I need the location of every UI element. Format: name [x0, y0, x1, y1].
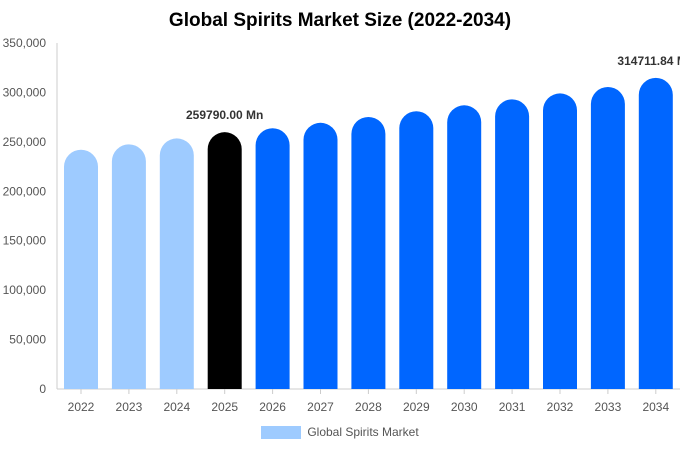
bar-2030[interactable] [447, 105, 482, 389]
y-tick-label: 200,000 [3, 184, 47, 198]
bar-2023[interactable] [111, 144, 146, 389]
y-tick-label: 0 [39, 382, 46, 396]
y-axis: 0 50,000 100,000 150,000 200,000 250,000 300,0… [3, 36, 58, 396]
y-tick-label: 300,000 [3, 85, 47, 99]
x-tick-label: 2029 [403, 400, 430, 414]
bar-2032[interactable] [543, 93, 577, 389]
legend[interactable]: Global Spirits Market [0, 424, 680, 440]
y-tick-label: 50,000 [9, 333, 46, 347]
x-tick-label: 2030 [451, 400, 478, 414]
x-tick-label: 2024 [163, 400, 190, 414]
x-tick-label: 2026 [259, 400, 286, 414]
x-axis: 2022 2023 2024 2025 2026 2027 2028 2029 2030 2031… [57, 388, 680, 414]
bar-2033[interactable] [590, 86, 625, 390]
x-tick-label: 2027 [307, 400, 334, 414]
x-tick-label: 2033 [595, 400, 622, 414]
bar-2022[interactable] [64, 149, 98, 389]
data-label-2025: 259790.00 Mn [186, 108, 263, 122]
x-tick-label: 2034 [642, 400, 669, 414]
y-tick-label: 150,000 [3, 234, 47, 248]
bar-2029[interactable] [399, 111, 434, 389]
x-tick-label: 2022 [68, 400, 95, 414]
bar-2034[interactable] [638, 77, 673, 389]
bar-2025[interactable] [207, 132, 242, 390]
x-tick-label: 2028 [355, 400, 382, 414]
bar-2026[interactable] [255, 128, 290, 390]
chart-title: Global Spirits Market Size (2022-2034) [168, 10, 512, 31]
y-tick-label: 250,000 [3, 135, 47, 149]
legend-label: Global Spirits Market [307, 425, 419, 439]
bar-2027[interactable] [303, 122, 338, 390]
bars-group [64, 77, 673, 390]
legend-swatch [261, 425, 302, 439]
x-tick-label: 2023 [116, 400, 143, 414]
x-tick-label: 2025 [211, 400, 238, 414]
y-tick-label: 100,000 [3, 283, 47, 297]
x-tick-label: 2032 [547, 400, 574, 414]
y-tick-label: 350,000 [3, 36, 47, 50]
data-labels-group: 259790.00 Mn 314711.84 Mn [186, 54, 680, 122]
x-tick-label: 2031 [499, 400, 526, 414]
bar-2031[interactable] [495, 99, 530, 390]
bar-2024[interactable] [159, 138, 194, 389]
bar-2028[interactable] [351, 116, 386, 390]
data-label-2034: 314711.84 Mn [617, 54, 680, 68]
